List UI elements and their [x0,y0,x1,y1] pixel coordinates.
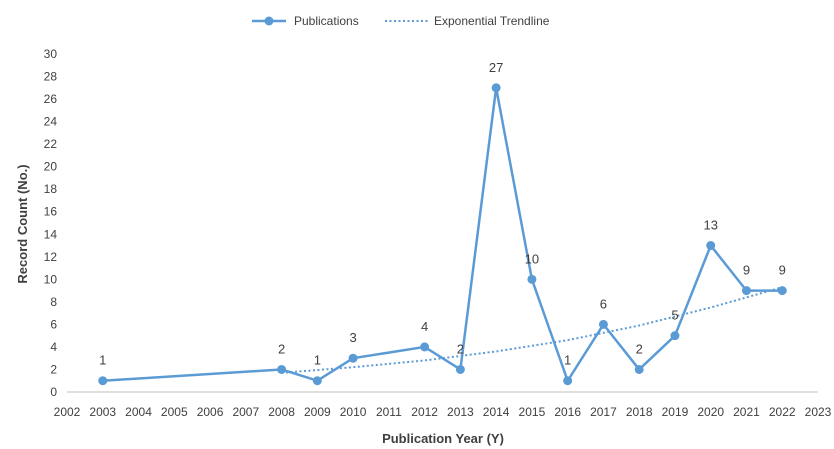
data-label: 6 [600,296,607,311]
x-tick-label: 2008 [268,405,295,419]
x-tick-label: 2015 [519,405,546,419]
legend: Publications Exponential Trendline [252,14,550,28]
x-tick-label: 2017 [590,405,617,419]
publications-point [777,286,787,296]
data-label: 1 [314,353,321,368]
publications-series [98,83,787,386]
y-tick-label: 10 [44,272,58,286]
x-tick-label: 2022 [769,405,796,419]
x-tick-label: 2021 [733,405,760,419]
publications-point [706,241,716,251]
y-tick-label: 30 [44,47,58,61]
publications-point [420,342,430,352]
y-tick-label: 12 [44,250,58,264]
x-tick-label: 2002 [54,405,81,419]
publications-point [563,376,573,386]
x-tick-label: 2013 [447,405,474,419]
data-label: 2 [636,341,643,356]
publications-point [312,376,322,386]
data-label: 13 [703,218,717,233]
data-label: 3 [349,330,356,345]
x-axis-ticks: 2002 2003 2004 2005 2006 2007 2008 2009 2010 2011… [54,405,832,419]
data-label: 2 [457,341,464,356]
data-label: 27 [489,60,503,75]
y-tick-label: 4 [50,340,57,354]
data-label: 4 [421,319,428,334]
data-label: 1 [99,353,106,368]
x-tick-label: 2007 [232,405,259,419]
publications-point [348,353,358,363]
y-tick-label: 28 [44,70,58,84]
x-tick-label: 2004 [125,405,152,419]
y-tick-label: 18 [44,182,58,196]
x-tick-label: 2014 [483,405,510,419]
publications-point [670,331,680,341]
x-tick-label: 2019 [662,405,689,419]
y-tick-label: 2 [50,362,57,376]
x-tick-label: 2016 [554,405,581,419]
x-tick-label: 2012 [411,405,438,419]
data-label: 9 [779,263,786,278]
y-tick-label: 24 [44,115,58,129]
x-tick-label: 2023 [805,405,832,419]
y-tick-label: 20 [44,160,58,174]
y-tick-label: 14 [44,227,58,241]
x-tick-label: 2006 [197,405,224,419]
y-tick-label: 26 [44,92,58,106]
publications-point [741,286,751,296]
y-axis-title: Record Count (No.) [15,164,30,283]
publications-point [277,364,287,374]
publications-point [98,376,108,386]
publications-point [527,274,537,284]
y-tick-label: 8 [50,295,57,309]
x-tick-label: 2020 [697,405,724,419]
legend-publications-marker [264,16,274,26]
publications-point [455,364,465,374]
publications-point [598,319,608,329]
publications-line [102,86,783,382]
publications-point [491,83,501,93]
data-label: 5 [671,308,678,323]
x-tick-label: 2009 [304,405,331,419]
y-tick-label: 0 [50,385,57,399]
legend-trendline-label: Exponential Trendline [434,14,550,28]
y-tick-label: 6 [50,317,57,331]
x-tick-label: 2003 [89,405,116,419]
y-tick-label: 16 [44,205,58,219]
y-tick-label: 22 [44,137,58,151]
data-label: 2 [278,341,285,356]
x-tick-label: 2010 [340,405,367,419]
publications-point [634,364,644,374]
x-tick-label: 2011 [376,405,402,419]
x-tick-label: 2005 [161,405,188,419]
data-label: 9 [743,263,750,278]
data-label: 1 [564,353,571,368]
data-label: 10 [525,251,539,266]
x-tick-label: 2018 [626,405,653,419]
x-axis-title: Publication Year (Y) [382,431,504,446]
legend-publications-label: Publications [294,14,359,28]
